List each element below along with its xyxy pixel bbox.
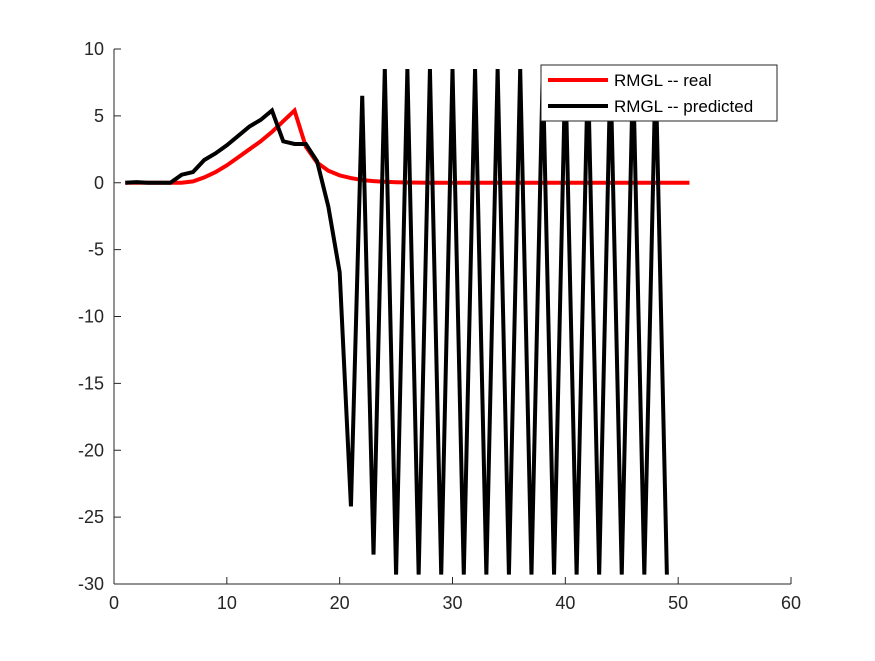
legend-label: RMGL -- predicted [614,97,753,116]
legend-label: RMGL -- real [614,71,712,90]
legend: RMGL -- real RMGL -- predicted [540,64,778,122]
axes: 0 10 20 30 40 50 60 -30 -25 -20 -15 -10 -5 0 5 10 [78,39,801,613]
y-tick-label: 10 [84,39,104,59]
x-tick-label: 10 [217,593,237,613]
x-tick-label: 20 [330,593,350,613]
y-tick-label: 0 [94,173,104,193]
x-tick-label: 30 [442,593,462,613]
y-tick-label: -25 [78,507,104,527]
y-tick-label: -15 [78,373,104,393]
x-tick-label: 50 [668,593,688,613]
legend-box [540,64,778,122]
y-tick-label: -10 [78,307,104,327]
y-tick-label: -20 [78,440,104,460]
x-tick-label: 0 [109,593,119,613]
x-tick-label: 40 [555,593,575,613]
x-tick-label: 60 [781,593,801,613]
series-line-1 [125,69,669,575]
plot-area [125,69,690,575]
series-line-0 [125,106,690,185]
y-tick-label: -30 [78,574,104,594]
y-tick-label: -5 [88,240,104,260]
y-tick-label: 5 [94,106,104,126]
